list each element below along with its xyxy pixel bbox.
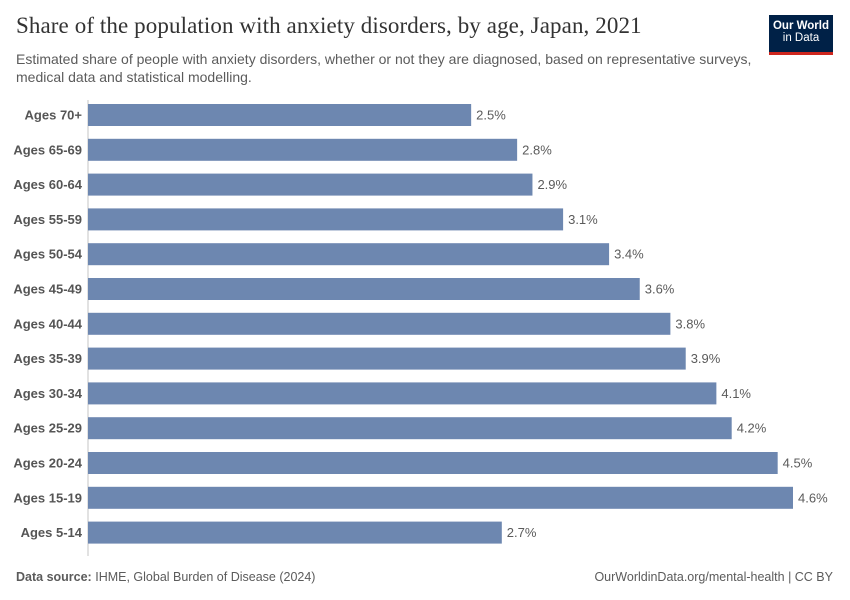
value-label: 3.8% <box>675 316 705 331</box>
category-label: Ages 50-54 <box>13 247 82 262</box>
bar[interactable] <box>88 104 472 126</box>
chart-subtitle: Estimated share of people with anxiety d… <box>16 51 752 85</box>
bar[interactable] <box>88 278 640 300</box>
bar[interactable] <box>88 382 717 405</box>
category-label: Ages 25-29 <box>13 421 82 436</box>
category-label: Ages 70+ <box>25 108 83 123</box>
value-label: 2.5% <box>476 108 506 123</box>
value-label: 4.2% <box>737 421 767 436</box>
data-source-text: IHME, Global Burden of Disease (2024) <box>95 570 316 584</box>
logo-line2: in Data <box>782 32 820 44</box>
value-label: 2.8% <box>522 142 552 157</box>
category-label: Ages 20-24 <box>13 456 82 471</box>
category-label: Ages 60-64 <box>13 177 82 192</box>
value-label: 3.6% <box>645 282 675 297</box>
category-label: Ages 5-14 <box>21 525 83 540</box>
category-label: Ages 65-69 <box>13 142 82 157</box>
bar[interactable] <box>88 417 732 440</box>
category-label: Ages 30-34 <box>13 386 82 401</box>
value-label: 2.7% <box>507 525 537 540</box>
category-label: Ages 55-59 <box>13 212 82 227</box>
bar[interactable] <box>88 173 533 196</box>
bar[interactable] <box>88 347 686 370</box>
category-label: Ages 40-44 <box>13 316 82 331</box>
value-label: 4.5% <box>783 456 813 471</box>
value-label: 3.9% <box>691 351 721 366</box>
data-source-label: Data source: <box>16 570 92 584</box>
footer-url-link[interactable]: OurWorldinData.org/mental-health | CC BY <box>594 570 833 584</box>
owid-logo[interactable]: Our World in Data <box>769 15 833 55</box>
bar[interactable] <box>88 208 564 231</box>
value-label: 2.9% <box>537 177 567 192</box>
value-label: 4.6% <box>798 490 828 505</box>
value-label: 3.4% <box>614 247 644 262</box>
bar[interactable] <box>88 138 518 161</box>
category-label: Ages 35-39 <box>13 351 82 366</box>
bar[interactable] <box>88 452 778 474</box>
value-label: 3.1% <box>568 212 598 227</box>
logo-line1: Our World <box>772 20 829 32</box>
bar[interactable] <box>88 312 671 335</box>
value-label: 4.1% <box>721 386 751 401</box>
category-label: Ages 45-49 <box>13 282 82 297</box>
bar[interactable] <box>88 486 793 509</box>
bar-chart: Ages 70+ 2.5% Ages 65-69 2.8% Ages 60-64 2.9%… <box>13 100 828 556</box>
data-source: Data source: IHME, Global Burden of Dise… <box>16 570 315 584</box>
chart-title: Share of the population with anxiety dis… <box>16 13 642 38</box>
category-label: Ages 15-19 <box>13 490 82 505</box>
bar[interactable] <box>88 521 502 544</box>
bar[interactable] <box>88 243 610 266</box>
